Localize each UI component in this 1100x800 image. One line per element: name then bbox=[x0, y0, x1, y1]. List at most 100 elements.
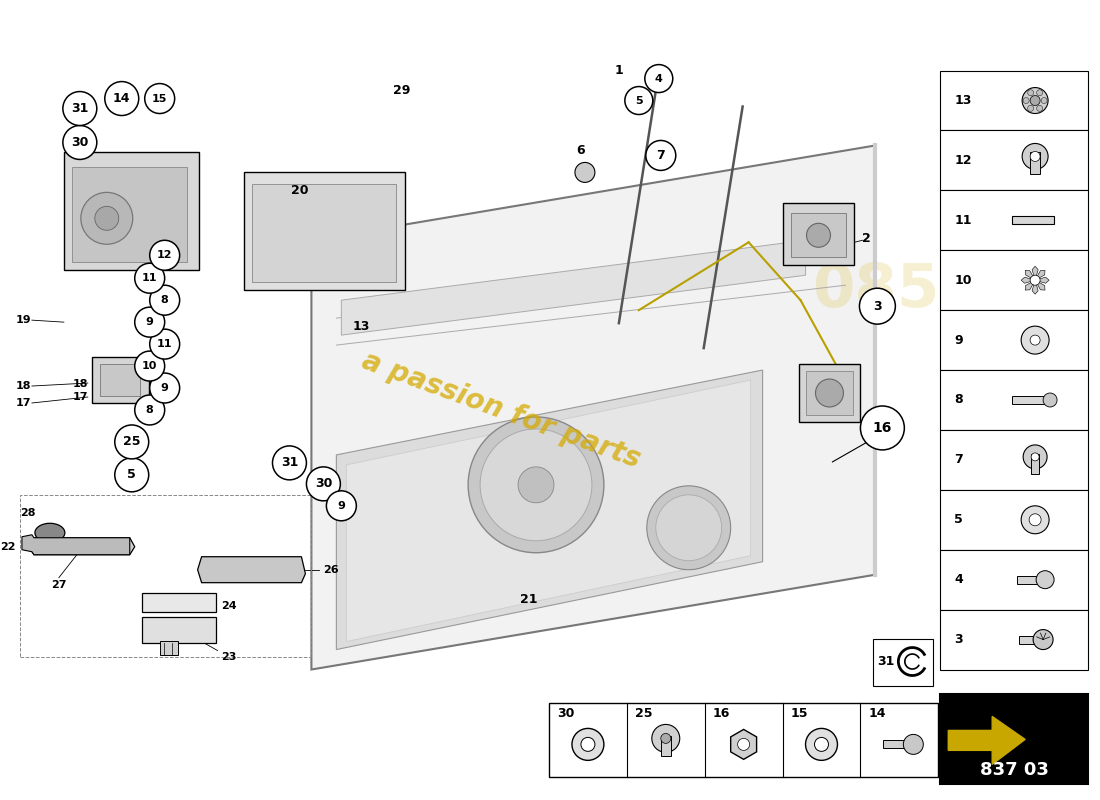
Bar bbox=[1019, 635, 1043, 643]
Circle shape bbox=[150, 373, 179, 403]
Circle shape bbox=[815, 379, 844, 407]
Circle shape bbox=[575, 162, 595, 182]
Text: 23: 23 bbox=[221, 651, 236, 662]
Text: 14: 14 bbox=[868, 707, 886, 720]
Bar bbox=[940, 310, 1088, 370]
Text: 11: 11 bbox=[142, 274, 157, 283]
Circle shape bbox=[1036, 570, 1054, 589]
Circle shape bbox=[150, 329, 179, 359]
Text: 8: 8 bbox=[161, 295, 168, 305]
Text: 9: 9 bbox=[338, 501, 345, 511]
Circle shape bbox=[480, 429, 592, 541]
Text: 8: 8 bbox=[146, 405, 154, 415]
Text: 4: 4 bbox=[654, 74, 662, 83]
Polygon shape bbox=[341, 240, 805, 335]
Circle shape bbox=[95, 206, 119, 230]
Circle shape bbox=[645, 65, 673, 93]
Circle shape bbox=[652, 725, 680, 752]
Bar bbox=[873, 638, 933, 686]
Circle shape bbox=[581, 738, 595, 751]
Text: 5: 5 bbox=[635, 95, 642, 106]
Circle shape bbox=[307, 467, 340, 501]
Circle shape bbox=[63, 91, 97, 126]
Circle shape bbox=[1023, 445, 1047, 469]
Circle shape bbox=[656, 495, 722, 561]
Text: 11: 11 bbox=[157, 339, 173, 349]
Polygon shape bbox=[1025, 280, 1035, 290]
Text: 30: 30 bbox=[557, 707, 574, 720]
Circle shape bbox=[646, 141, 675, 170]
Bar bbox=[940, 430, 1088, 490]
Bar bbox=[805, 371, 854, 415]
Circle shape bbox=[150, 286, 179, 315]
Text: 5: 5 bbox=[955, 514, 962, 526]
Circle shape bbox=[134, 395, 165, 425]
Circle shape bbox=[1043, 393, 1057, 407]
Bar bbox=[1031, 454, 1040, 474]
Circle shape bbox=[1027, 90, 1034, 96]
Circle shape bbox=[572, 729, 604, 760]
Text: 14: 14 bbox=[113, 92, 131, 105]
Bar bbox=[940, 190, 1088, 250]
Bar bbox=[940, 550, 1088, 610]
Text: 2: 2 bbox=[862, 232, 871, 245]
Text: 12: 12 bbox=[955, 154, 971, 167]
Text: 31: 31 bbox=[280, 456, 298, 470]
Circle shape bbox=[134, 263, 165, 293]
Circle shape bbox=[1033, 630, 1053, 650]
Text: 837 03: 837 03 bbox=[980, 762, 1048, 779]
Circle shape bbox=[1041, 98, 1047, 103]
Bar bbox=[782, 203, 855, 266]
Text: 16: 16 bbox=[872, 421, 892, 435]
Text: 7: 7 bbox=[955, 454, 962, 466]
Text: 9: 9 bbox=[161, 383, 168, 393]
Text: 29: 29 bbox=[393, 84, 410, 97]
Text: a passion for parts: a passion for parts bbox=[358, 346, 645, 474]
Text: 085: 085 bbox=[812, 261, 939, 320]
Bar bbox=[243, 173, 405, 290]
Text: 30: 30 bbox=[315, 478, 332, 490]
Text: 18: 18 bbox=[15, 381, 32, 391]
Circle shape bbox=[145, 83, 175, 114]
Polygon shape bbox=[730, 730, 757, 759]
Text: 10: 10 bbox=[142, 361, 157, 371]
Text: 4: 4 bbox=[955, 573, 962, 586]
Text: 25: 25 bbox=[635, 707, 652, 720]
Circle shape bbox=[903, 734, 923, 754]
Text: 12: 12 bbox=[157, 250, 173, 260]
Ellipse shape bbox=[35, 523, 65, 542]
Circle shape bbox=[647, 486, 730, 570]
Circle shape bbox=[1027, 106, 1034, 111]
Text: 8: 8 bbox=[955, 394, 962, 406]
Text: 9: 9 bbox=[955, 334, 962, 346]
Text: 16: 16 bbox=[713, 707, 730, 720]
Bar bbox=[142, 617, 216, 642]
Circle shape bbox=[518, 467, 554, 503]
Text: 31: 31 bbox=[878, 655, 894, 668]
Polygon shape bbox=[1035, 280, 1045, 290]
Bar bbox=[940, 250, 1088, 310]
Circle shape bbox=[805, 729, 837, 760]
Polygon shape bbox=[198, 557, 306, 582]
Circle shape bbox=[625, 86, 652, 114]
Text: 20: 20 bbox=[290, 184, 308, 197]
Circle shape bbox=[80, 192, 133, 244]
Bar bbox=[1012, 216, 1054, 224]
Text: 3: 3 bbox=[873, 300, 882, 313]
Bar bbox=[142, 593, 216, 612]
Bar bbox=[799, 364, 860, 422]
Circle shape bbox=[1022, 87, 1048, 114]
Polygon shape bbox=[337, 370, 762, 650]
Text: 26: 26 bbox=[323, 565, 339, 574]
Text: 21: 21 bbox=[520, 593, 538, 606]
Polygon shape bbox=[311, 146, 876, 670]
Circle shape bbox=[114, 425, 148, 459]
Bar bbox=[940, 70, 1088, 130]
Bar bbox=[252, 184, 396, 282]
Bar bbox=[940, 490, 1088, 550]
Text: 17: 17 bbox=[15, 398, 32, 408]
Circle shape bbox=[63, 126, 97, 159]
Text: 24: 24 bbox=[221, 601, 238, 610]
Text: 1: 1 bbox=[615, 64, 624, 77]
Bar bbox=[64, 153, 199, 270]
